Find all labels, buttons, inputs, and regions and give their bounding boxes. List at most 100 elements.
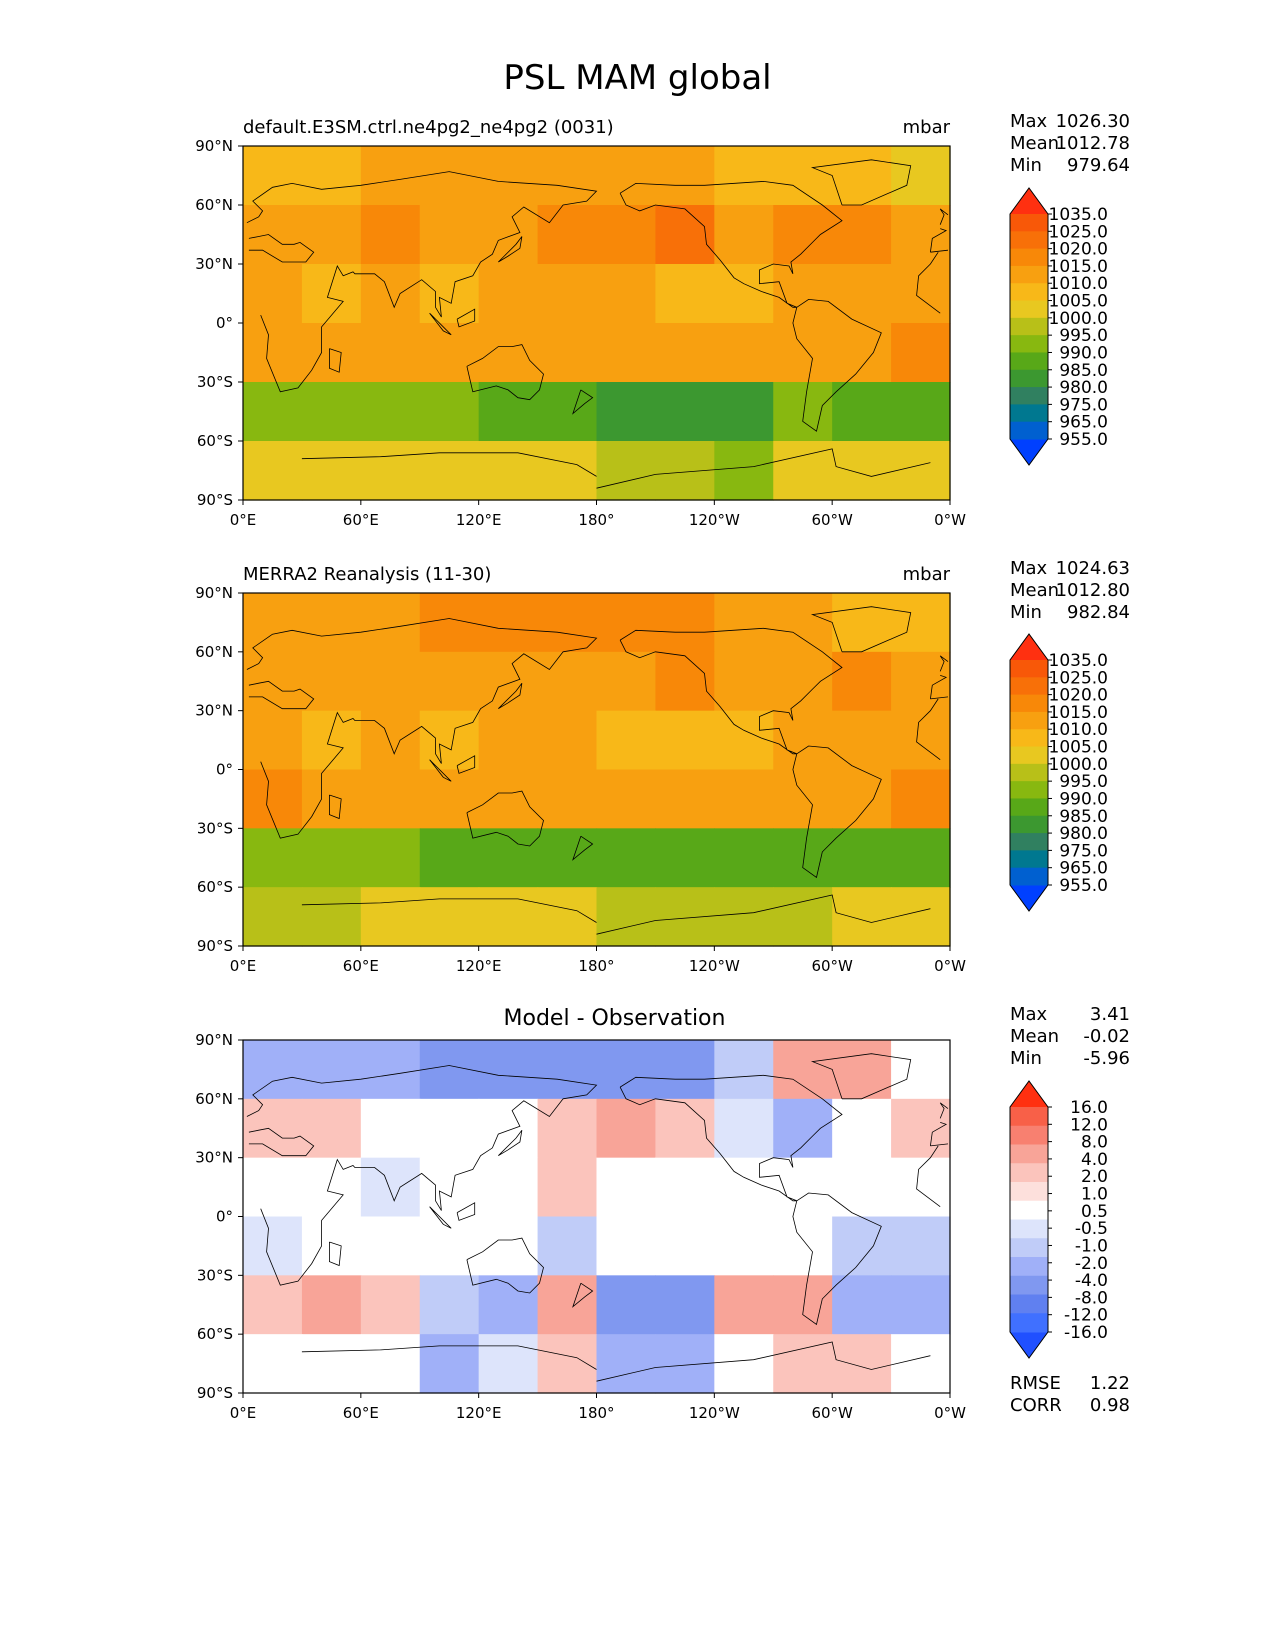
heatmap-cell: [301, 593, 362, 653]
heatmap-cell: [243, 146, 303, 206]
heatmap-cell: [537, 1216, 598, 1276]
colorbar-label: -8.0: [1075, 1288, 1108, 1308]
heatmap-cell: [478, 323, 539, 383]
heatmap-cell: [655, 1275, 715, 1335]
heatmap-cell: [773, 1157, 833, 1218]
colorbar-label: 1.0: [1081, 1185, 1108, 1205]
heatmap-cell: [243, 1275, 303, 1335]
heatmap-cell: [832, 146, 892, 206]
colorbar-segment: [1010, 781, 1048, 799]
heatmap-cell: [537, 323, 598, 383]
heatmap-cell: [243, 1157, 303, 1218]
heatmap-cell: [301, 769, 362, 829]
y-tick-label: 90°N: [195, 584, 233, 602]
heatmap-cell: [655, 1157, 715, 1218]
heatmap-cell: [714, 710, 774, 771]
heatmap-cell: [301, 441, 362, 501]
x-tick-label: 60°W: [811, 1404, 853, 1422]
colorbar-extend-min: [1010, 439, 1048, 465]
x-tick-label: 60°E: [343, 1404, 379, 1422]
x-tick-label: 120°W: [689, 1404, 740, 1422]
heatmap-cell: [537, 264, 598, 324]
colorbar-segment: [1010, 850, 1048, 869]
y-tick-label: 60°N: [195, 643, 233, 661]
heatmap-cell: [714, 1040, 774, 1100]
heatmap-cell: [891, 441, 951, 501]
heatmap-cell: [419, 1098, 480, 1159]
heatmap-cell: [360, 264, 421, 324]
heatmap-cell: [478, 887, 539, 947]
colorbar-segment: [1010, 746, 1048, 765]
coastline: [810, 1053, 912, 1100]
y-tick-label: 30°S: [197, 373, 233, 391]
colorbar-label: 1025.0: [1049, 222, 1108, 242]
y-tick-label: 60°N: [195, 1090, 233, 1108]
panel-2-mean-label: Mean: [1010, 580, 1060, 601]
colorbar-label: 1020.0: [1049, 686, 1108, 706]
colorbar-label: 985.0: [1059, 807, 1108, 827]
heatmap-cell: [714, 1334, 774, 1394]
panel-1-units: mbar: [902, 117, 950, 138]
heatmap-cell: [655, 593, 715, 653]
colorbar-segment: [1010, 1257, 1048, 1277]
coastline: [246, 618, 949, 839]
heatmap-cell: [832, 1216, 892, 1276]
y-tick-label: 60°N: [195, 196, 233, 214]
heatmap-cell: [596, 651, 657, 712]
heatmap-cell: [537, 1334, 598, 1394]
panel-3-min-value: -5.96: [1083, 1048, 1130, 1069]
colorbar-segment: [1010, 815, 1048, 834]
heatmap-cell: [360, 651, 421, 712]
heatmap-cell: [655, 710, 715, 771]
heatmap-cell: [478, 205, 539, 265]
colorbar-segment: [1010, 1200, 1048, 1220]
heatmap-cell: [832, 1040, 892, 1100]
coastline: [498, 682, 523, 710]
colorbar-label: -0.5: [1075, 1219, 1108, 1239]
heatmap-cell: [537, 769, 598, 829]
heatmap-cell: [596, 1040, 657, 1100]
heatmap-cell: [891, 1098, 951, 1159]
heatmap-cell: [891, 593, 951, 653]
heatmap-cell: [655, 651, 715, 712]
coastlines: [246, 159, 949, 489]
heatmap-cell: [891, 264, 951, 324]
coastline: [792, 298, 882, 432]
heatmap-cell: [301, 323, 362, 383]
coastline: [792, 745, 882, 879]
panel-2-units: mbar: [902, 564, 950, 585]
heatmap-cell: [891, 323, 951, 383]
heatmap-cell: [537, 146, 598, 206]
colorbar-label: 995.0: [1059, 326, 1108, 346]
panel-2-min-label: Min: [1010, 602, 1042, 623]
heatmap-cell: [596, 1275, 657, 1335]
heatmap-cell: [243, 828, 303, 888]
colorbar-extend-max: [1010, 188, 1048, 214]
panel-2-min-value: 982.84: [1067, 602, 1130, 623]
heatmap-cell: [360, 205, 421, 265]
heatmap-cell: [832, 887, 892, 947]
heatmap-cell: [537, 1040, 598, 1100]
colorbar-label: 1020.0: [1049, 240, 1108, 260]
coastline: [429, 312, 452, 336]
colorbar-label: -1.0: [1075, 1236, 1108, 1256]
y-tick-label: 30°N: [195, 702, 233, 720]
colorbar-segment: [1010, 283, 1048, 302]
panel-3-mean-label: Mean: [1010, 1026, 1060, 1047]
colorbar-segment: [1010, 300, 1048, 319]
panel-3-mean-value: -0.02: [1083, 1026, 1130, 1047]
coastline: [329, 348, 342, 373]
panel-3-min-label: Min: [1010, 1048, 1042, 1069]
colorbar-label: 0.5: [1081, 1202, 1108, 1222]
heatmap-cell: [832, 382, 892, 442]
y-tick-label: 30°S: [197, 819, 233, 837]
colorbar-label: 1010.0: [1049, 720, 1108, 740]
heatmap-cell: [478, 1334, 539, 1394]
heatmap-cell: [832, 828, 892, 888]
colorbar-segment: [1010, 404, 1048, 423]
heatmap-cell: [419, 205, 480, 265]
panel-1-min-value: 979.64: [1067, 155, 1130, 176]
heatmap-cell: [655, 769, 715, 829]
colorbar-label: 980.0: [1059, 378, 1108, 398]
heatmap-cell: [301, 264, 362, 324]
